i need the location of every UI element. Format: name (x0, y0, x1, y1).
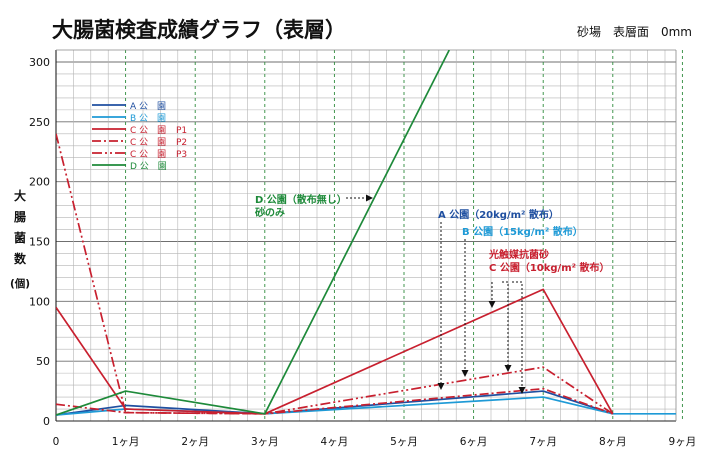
y-tick-label: 50 (36, 355, 50, 368)
y-tick-label: 150 (29, 236, 50, 249)
annotation-arrows (346, 194, 526, 394)
legend-detail-2: P1 (176, 126, 187, 136)
annotation-c-text: 光触媒抗菌砂 (488, 248, 549, 261)
y-axis-label-char: 腸 (14, 210, 26, 224)
y-axis-label-char: 菌 (14, 230, 26, 245)
annotation-d-text: D 公園（散布無し） (255, 193, 347, 206)
legend-label-5: D 公 園 (130, 161, 167, 172)
x-tick-label: 4ヶ月 (321, 436, 349, 448)
series-line-4 (56, 133, 614, 415)
annotation-arrow-c2 (502, 281, 512, 372)
grid (56, 50, 683, 421)
annotation-c-text: C 公園（10kg/m² 散布） (489, 261, 609, 274)
x-tick-label: 7ヶ月 (529, 436, 557, 448)
y-axis-label-char: 数 (14, 251, 27, 266)
y-tick-label: 200 (29, 176, 50, 189)
chart-subtitle: 砂場 表層面 0mm (577, 25, 692, 39)
legend-label-2: C 公 園 (130, 125, 166, 136)
x-tick-label: 6ヶ月 (460, 436, 488, 448)
annotation-a-text: A 公園（20kg/m² 散布） (438, 208, 559, 221)
plot-area (56, 50, 676, 421)
x-tick-label: 8ヶ月 (599, 436, 627, 448)
legend-label-3: C 公 園 (130, 137, 166, 148)
legend-detail-4: P3 (176, 150, 187, 160)
y-axis-label-char: (個) (10, 277, 30, 290)
series-line-1 (56, 396, 676, 416)
x-tick-label: 9ヶ月 (669, 436, 697, 448)
legend: A 公 園B 公 園C 公 園 P1C 公 園 P2C 公 園 P3D 公 園 (92, 101, 187, 172)
x-tick-label: 2ヶ月 (181, 436, 209, 448)
legend-label-1: B 公 園 (130, 113, 166, 124)
x-tick-label: 0 (53, 436, 60, 448)
chart-title: 大腸菌検査成績グラフ（表層） (52, 18, 346, 42)
annotations: D 公園（散布無し）砂のみ A 公園（20kg/m² 散布） B 公園（15kg/m… (254, 193, 609, 274)
annotation-d-text: 砂のみ (254, 206, 285, 219)
y-tick-label: 300 (29, 56, 50, 69)
legend-detail-3: P2 (176, 138, 187, 148)
y-axis-label-char: 大 (14, 188, 26, 203)
legend-label-0: A 公 園 (130, 101, 166, 112)
y-tick-label: 0 (43, 415, 50, 428)
series-line-5 (56, 50, 450, 416)
legend-label-4: C 公 園 (130, 149, 166, 160)
x-tick-label: 5ヶ月 (390, 436, 418, 448)
series-group (56, 50, 676, 416)
annotation-arrow-c3 (512, 281, 526, 394)
x-tick-label: 3ヶ月 (251, 436, 279, 448)
x-tick-label: 1ヶ月 (112, 436, 140, 448)
y-tick-label: 100 (29, 295, 50, 308)
annotation-b-text: B 公園（15kg/m² 散布） (462, 225, 583, 238)
y-tick-label: 250 (29, 116, 50, 129)
